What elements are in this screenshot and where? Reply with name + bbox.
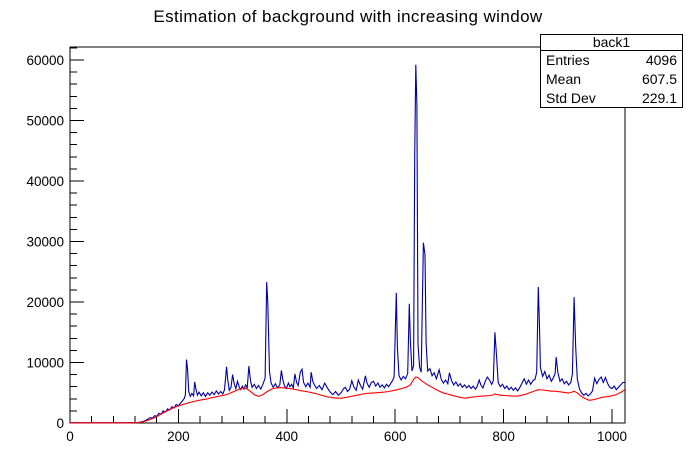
stats-box: back1 Entries 4096 Mean 607.5 Std Dev 22… [540, 34, 683, 108]
stats-row-stddev: Std Dev 229.1 [541, 89, 682, 108]
plot-title: Estimation of background with increasing… [153, 7, 543, 26]
y-tick-label: 10000 [26, 356, 64, 371]
stats-row-mean: Mean 607.5 [541, 70, 682, 89]
stats-label-entries: Entries [546, 52, 590, 68]
y-tick-label: 30000 [26, 235, 64, 250]
stats-box-title: back1 [541, 35, 682, 51]
stats-row-entries: Entries 4096 [541, 51, 682, 70]
y-tick-label: 0 [56, 416, 64, 431]
x-tick-label: 600 [384, 429, 407, 444]
background-series-line [70, 376, 625, 424]
y-tick-label: 60000 [26, 53, 64, 68]
y-tick-label: 50000 [26, 114, 64, 129]
x-tick-label: 200 [167, 429, 190, 444]
stats-value-entries: 4096 [645, 52, 677, 68]
spectrum-series-line [70, 64, 625, 424]
x-tick-label: 0 [66, 429, 74, 444]
stats-label-mean: Mean [546, 71, 582, 87]
y-tick-label: 20000 [26, 295, 64, 310]
stats-label-stddev: Std Dev [546, 90, 596, 106]
x-tick-label: 1000 [597, 429, 627, 444]
y-tick-label: 40000 [26, 174, 64, 189]
x-tick-label: 400 [276, 429, 299, 444]
stats-value-stddev: 229.1 [641, 90, 677, 106]
plot-frame [69, 46, 626, 424]
y-axis: 0 10000 20000 30000 40000 50000 60000 [26, 47, 84, 431]
stats-value-mean: 607.5 [641, 71, 677, 87]
x-tick-label: 800 [492, 429, 515, 444]
x-axis: 0 200 400 600 800 1000 [66, 409, 627, 444]
